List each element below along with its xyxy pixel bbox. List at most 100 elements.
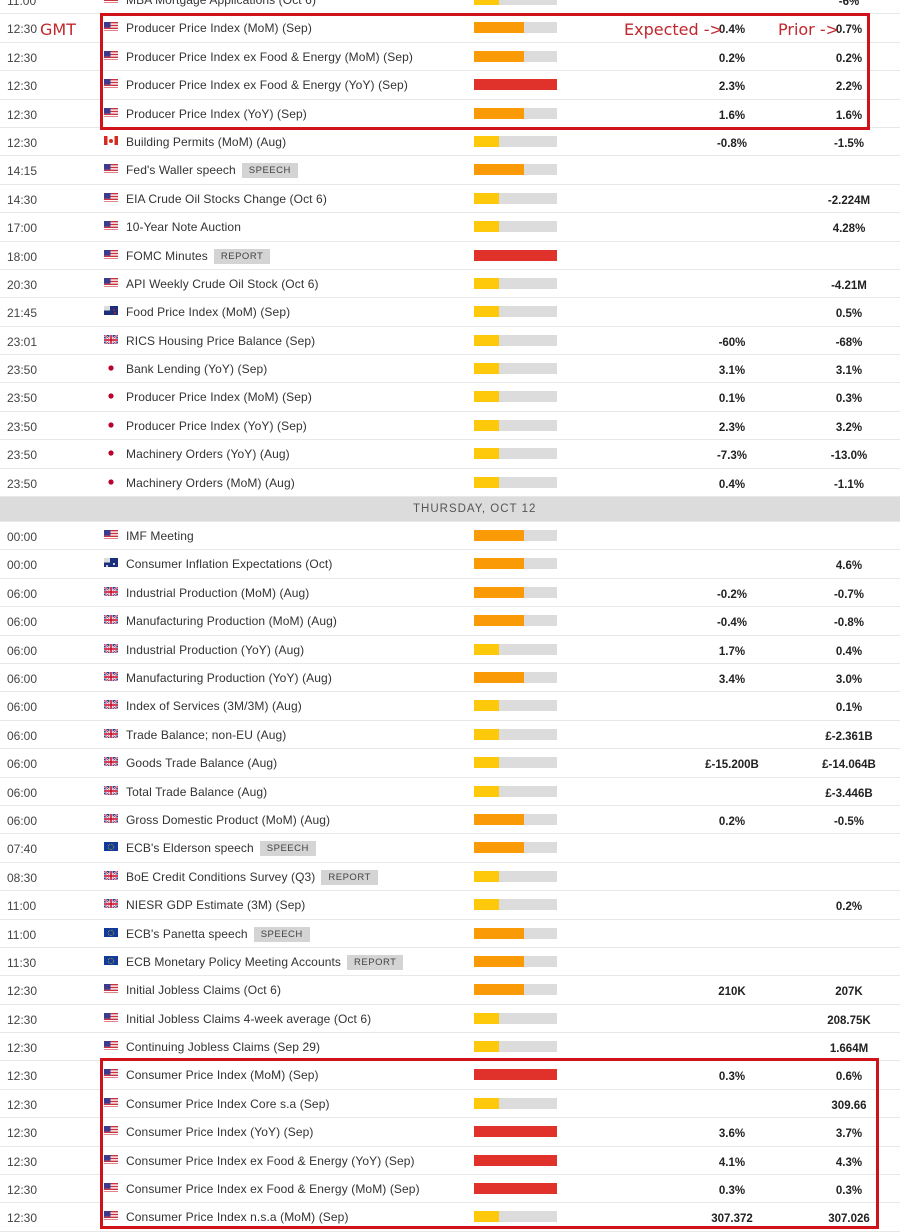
event-name[interactable]: MBA Mortgage Applications (Oct 6) bbox=[126, 0, 317, 7]
event-name-cell: Consumer Price Index (YoY) (Sep) bbox=[126, 1125, 314, 1139]
event-name[interactable]: FOMC Minutes bbox=[126, 248, 208, 263]
event-name[interactable]: Consumer Inflation Expectations (Oct) bbox=[126, 557, 333, 572]
event-name[interactable]: IMF Meeting bbox=[126, 529, 194, 544]
event-name[interactable]: Initial Jobless Claims (Oct 6) bbox=[126, 983, 282, 998]
event-row[interactable]: 06:00 Industrial Production (YoY) (Aug) … bbox=[0, 636, 900, 664]
event-row[interactable]: 06:00 Trade Balance; non-EU (Aug) £-2.36… bbox=[0, 721, 900, 750]
event-name[interactable]: Producer Price Index (YoY) (Sep) bbox=[126, 418, 307, 433]
event-name[interactable]: Consumer Price Index Core s.a (Sep) bbox=[126, 1096, 330, 1111]
event-name[interactable]: Producer Price Index (MoM) (Sep) bbox=[126, 21, 312, 36]
event-name-cell: Manufacturing Production (MoM) (Aug) bbox=[126, 614, 337, 628]
event-row[interactable]: 11:00 NIESR GDP Estimate (3M) (Sep) 0.2% bbox=[0, 891, 900, 920]
event-time: 12:30 bbox=[7, 1041, 38, 1056]
event-row[interactable]: 06:00 Total Trade Balance (Aug) £-3.446B bbox=[0, 778, 900, 806]
event-name[interactable]: Consumer Price Index ex Food & Energy (Y… bbox=[126, 1153, 415, 1168]
event-name[interactable]: API Weekly Crude Oil Stock (Oct 6) bbox=[126, 276, 319, 291]
event-name[interactable]: Producer Price Index (MoM) (Sep) bbox=[126, 390, 312, 405]
event-row[interactable]: 23:50 Machinery Orders (MoM) (Aug) 0.4% … bbox=[0, 469, 900, 498]
event-row[interactable]: 12:30 Consumer Price Index ex Food & Ene… bbox=[0, 1175, 900, 1204]
event-name[interactable]: EIA Crude Oil Stocks Change (Oct 6) bbox=[126, 191, 327, 206]
impact-fill-low bbox=[474, 419, 499, 431]
event-name[interactable]: Continuing Jobless Claims (Sep 29) bbox=[126, 1040, 321, 1055]
event-name[interactable]: Food Price Index (MoM) (Sep) bbox=[126, 305, 291, 320]
uk-flag-icon bbox=[104, 642, 118, 653]
event-name[interactable]: Manufacturing Production (YoY) (Aug) bbox=[126, 670, 332, 685]
event-row[interactable]: 12:30 Producer Price Index ex Food & Ene… bbox=[0, 71, 900, 100]
event-row[interactable]: 12:30 Initial Jobless Claims 4-week aver… bbox=[0, 1005, 900, 1034]
impact-bar bbox=[474, 1154, 557, 1166]
uk-flag-icon bbox=[104, 333, 118, 344]
event-name[interactable]: 10-Year Note Auction bbox=[126, 220, 241, 235]
event-row[interactable]: 06:00 Manufacturing Production (YoY) (Au… bbox=[0, 664, 900, 693]
event-row[interactable]: 12:30 Consumer Price Index Core s.a (Sep… bbox=[0, 1090, 900, 1119]
event-row[interactable]: 11:30 ECB Monetary Policy Meeting Accoun… bbox=[0, 948, 900, 977]
event-name[interactable]: Building Permits (MoM) (Aug) bbox=[126, 134, 287, 149]
prior-value: -1.1% bbox=[833, 478, 865, 491]
event-row[interactable]: 12:30 Producer Price Index ex Food & Ene… bbox=[0, 43, 900, 72]
event-name[interactable]: NIESR GDP Estimate (3M) (Sep) bbox=[126, 898, 306, 913]
event-name[interactable]: Trade Balance; non-EU (Aug) bbox=[126, 727, 287, 742]
event-row[interactable]: 00:00 Consumer Inflation Expectations (O… bbox=[0, 550, 900, 579]
event-name[interactable]: RICS Housing Price Balance (Sep) bbox=[126, 333, 316, 348]
event-row[interactable]: 12:30 Consumer Price Index ex Food & Ene… bbox=[0, 1147, 900, 1176]
event-row[interactable]: 21:45 Food Price Index (MoM) (Sep) 0.5% bbox=[0, 298, 900, 327]
event-row[interactable]: 14:15 Fed's Waller speech SPEECH bbox=[0, 156, 900, 185]
event-name[interactable]: Industrial Production (MoM) (Aug) bbox=[126, 585, 310, 600]
impact-fill-medium bbox=[474, 671, 524, 683]
event-row[interactable]: 23:01 RICS Housing Price Balance (Sep) -… bbox=[0, 327, 900, 356]
event-row[interactable]: 06:00 Gross Domestic Product (MoM) (Aug)… bbox=[0, 806, 900, 835]
event-row[interactable]: 07:40 ECB's Elderson speech SPEECH bbox=[0, 834, 900, 863]
event-name-cell: Consumer Price Index ex Food & Energy (Y… bbox=[126, 1154, 415, 1168]
event-name[interactable]: Consumer Price Index n.s.a (MoM) (Sep) bbox=[126, 1210, 349, 1225]
event-name[interactable]: Machinery Orders (YoY) (Aug) bbox=[126, 447, 290, 462]
event-name[interactable]: Industrial Production (YoY) (Aug) bbox=[126, 642, 305, 657]
event-row[interactable]: 20:30 API Weekly Crude Oil Stock (Oct 6)… bbox=[0, 270, 900, 299]
uk-flag-icon bbox=[104, 727, 118, 738]
event-time: 12:30 bbox=[7, 135, 38, 150]
event-row[interactable]: 23:50 Bank Lending (YoY) (Sep) 3.1% 3.1% bbox=[0, 355, 900, 384]
event-row[interactable]: 12:30 Consumer Price Index (MoM) (Sep) 0… bbox=[0, 1061, 900, 1090]
event-row[interactable]: 23:50 Producer Price Index (MoM) (Sep) 0… bbox=[0, 383, 900, 412]
event-row[interactable]: 11:00 ECB's Panetta speech SPEECH bbox=[0, 920, 900, 948]
event-name[interactable]: Consumer Price Index (MoM) (Sep) bbox=[126, 1068, 319, 1083]
event-row[interactable]: 12:30 Consumer Price Index (YoY) (Sep) 3… bbox=[0, 1118, 900, 1147]
event-name[interactable]: Index of Services (3M/3M) (Aug) bbox=[126, 699, 302, 714]
event-row[interactable]: 12:30 Initial Jobless Claims (Oct 6) 210… bbox=[0, 976, 900, 1005]
event-row[interactable]: 23:50 Machinery Orders (YoY) (Aug) -7.3%… bbox=[0, 440, 900, 469]
event-row[interactable]: 14:30 EIA Crude Oil Stocks Change (Oct 6… bbox=[0, 185, 900, 214]
event-name[interactable]: Initial Jobless Claims 4-week average (O… bbox=[126, 1011, 372, 1026]
event-row[interactable]: 12:30 Consumer Price Index n.s.a (MoM) (… bbox=[0, 1203, 900, 1232]
event-row[interactable]: 18:00 FOMC Minutes REPORT bbox=[0, 242, 900, 270]
event-row[interactable]: 08:30 BoE Credit Conditions Survey (Q3) R… bbox=[0, 863, 900, 892]
event-name[interactable]: Gross Domestic Product (MoM) (Aug) bbox=[126, 812, 331, 827]
impact-fill-low bbox=[474, 391, 499, 403]
event-name[interactable]: Goods Trade Balance (Aug) bbox=[126, 756, 278, 771]
eu-flag-icon bbox=[104, 955, 118, 965]
event-type-badge: REPORT bbox=[347, 954, 404, 970]
event-name[interactable]: Producer Price Index ex Food & Energy (Y… bbox=[126, 78, 408, 93]
event-name[interactable]: ECB Monetary Policy Meeting Accounts bbox=[126, 954, 342, 969]
event-name[interactable]: Producer Price Index (YoY) (Sep) bbox=[126, 106, 307, 121]
event-row[interactable]: 06:00 Industrial Production (MoM) (Aug) … bbox=[0, 579, 900, 608]
prior-value: -4.21M bbox=[831, 279, 867, 292]
event-name-cell: Gross Domestic Product (MoM) (Aug) bbox=[126, 813, 330, 827]
event-name[interactable]: Consumer Price Index ex Food & Energy (M… bbox=[126, 1182, 420, 1197]
event-name[interactable]: BoE Credit Conditions Survey (Q3) bbox=[126, 869, 316, 884]
event-name[interactable]: ECB's Panetta speech bbox=[126, 926, 248, 941]
event-row[interactable]: 00:00 IMF Meeting bbox=[0, 522, 900, 551]
event-row[interactable]: 06:00 Index of Services (3M/3M) (Aug) 0.… bbox=[0, 692, 900, 721]
event-row[interactable]: 06:00 Goods Trade Balance (Aug) £-15.200… bbox=[0, 749, 900, 778]
event-row[interactable]: 23:50 Producer Price Index (YoY) (Sep) 2… bbox=[0, 412, 900, 441]
event-name[interactable]: ECB's Elderson speech bbox=[126, 841, 254, 856]
event-row[interactable]: 12:30 Producer Price Index (MoM) (Sep) 0… bbox=[0, 14, 900, 43]
event-name[interactable]: Fed's Waller speech bbox=[126, 163, 236, 178]
event-row[interactable]: 06:00 Manufacturing Production (MoM) (Au… bbox=[0, 607, 900, 636]
event-row[interactable]: 12:30 Building Permits (MoM) (Aug) -0.8%… bbox=[0, 128, 900, 157]
event-row[interactable]: 17:00 10-Year Note Auction 4.28% bbox=[0, 213, 900, 242]
event-name[interactable]: Bank Lending (YoY) (Sep) bbox=[126, 362, 268, 377]
event-name[interactable]: Total Trade Balance (Aug) bbox=[126, 784, 268, 799]
event-name[interactable]: Consumer Price Index (YoY) (Sep) bbox=[126, 1125, 314, 1140]
event-name[interactable]: Producer Price Index ex Food & Energy (M… bbox=[126, 49, 414, 64]
event-name[interactable]: Machinery Orders (MoM) (Aug) bbox=[126, 475, 295, 490]
event-name[interactable]: Manufacturing Production (MoM) (Aug) bbox=[126, 614, 338, 629]
